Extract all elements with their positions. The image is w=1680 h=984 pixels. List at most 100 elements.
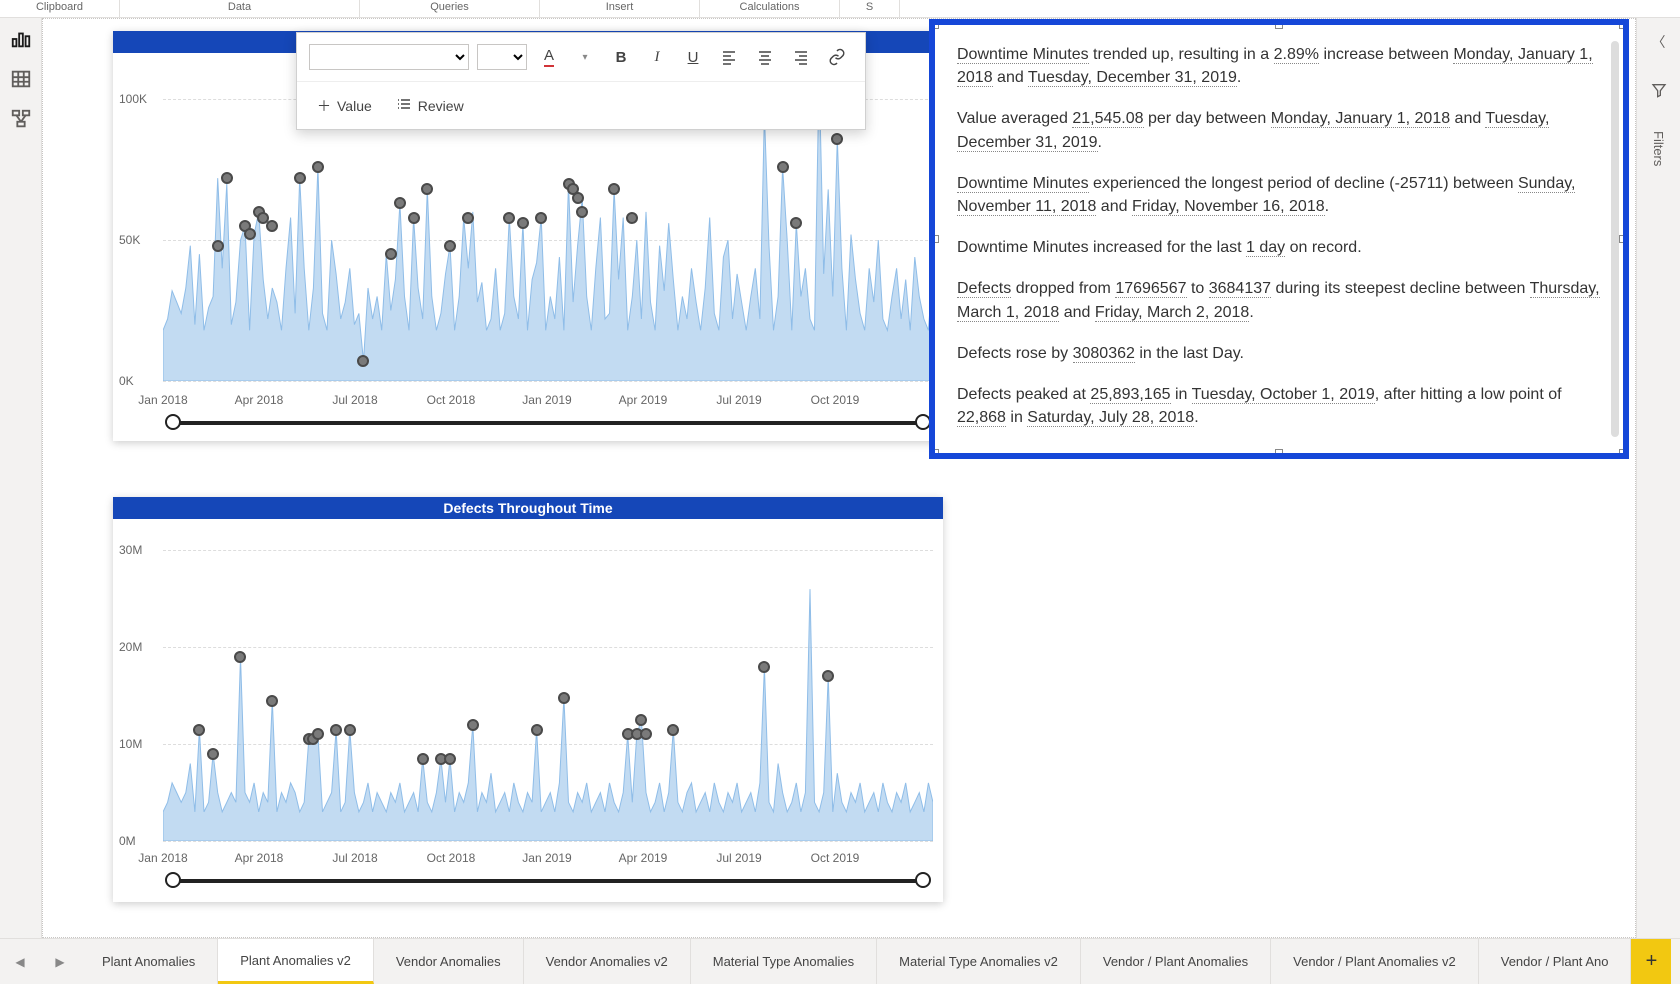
report-canvas: 0K50K100KJan 2018Apr 2018Jul 2018Oct 201… [42, 18, 1636, 938]
anomaly-marker[interactable] [535, 212, 547, 224]
anomaly-marker[interactable] [234, 651, 246, 663]
anomaly-marker[interactable] [626, 212, 638, 224]
anomaly-marker[interactable] [221, 172, 233, 184]
selection-handle[interactable] [1275, 21, 1283, 29]
selection-handle[interactable] [1275, 449, 1283, 457]
range-slider-handle-start[interactable] [165, 872, 181, 888]
anomaly-marker[interactable] [517, 217, 529, 229]
y-tick-label: 10M [119, 737, 142, 751]
anomaly-marker[interactable] [294, 172, 306, 184]
page-tab[interactable]: Vendor / Plant Anomalies v2 [1271, 939, 1479, 984]
link-button[interactable] [823, 43, 851, 71]
selection-handle[interactable] [1619, 235, 1627, 243]
anomaly-marker[interactable] [421, 183, 433, 195]
anomaly-marker[interactable] [608, 183, 620, 195]
range-slider-track[interactable] [173, 879, 923, 883]
anomaly-marker[interactable] [576, 206, 588, 218]
anomaly-marker[interactable] [667, 724, 679, 736]
selection-handle[interactable] [1619, 449, 1627, 457]
anomaly-marker[interactable] [394, 197, 406, 209]
page-tab[interactable]: Material Type Anomalies v2 [877, 939, 1081, 984]
anomaly-marker[interactable] [207, 748, 219, 760]
selection-handle[interactable] [1619, 21, 1627, 29]
page-tab[interactable]: Vendor Anomalies [374, 939, 524, 984]
selection-handle[interactable] [931, 449, 939, 457]
italic-button[interactable]: I [643, 43, 671, 71]
anomaly-marker[interactable] [417, 753, 429, 765]
anomaly-marker[interactable] [531, 724, 543, 736]
anomaly-marker[interactable] [344, 724, 356, 736]
filter-icon[interactable] [1651, 82, 1667, 101]
anomaly-marker[interactable] [357, 355, 369, 367]
ribbon-group-label: Insert [540, 0, 700, 17]
page-tab[interactable]: Vendor Anomalies v2 [524, 939, 691, 984]
report-view-icon[interactable] [10, 28, 32, 50]
anomaly-marker[interactable] [822, 670, 834, 682]
page-tab[interactable]: Material Type Anomalies [691, 939, 877, 984]
page-tab[interactable]: Plant Anomalies v2 [218, 939, 374, 984]
anomaly-marker[interactable] [572, 192, 584, 204]
anomaly-marker[interactable] [408, 212, 420, 224]
anomaly-marker[interactable] [193, 724, 205, 736]
anomaly-marker[interactable] [385, 248, 397, 260]
anomaly-marker[interactable] [444, 753, 456, 765]
selection-handle[interactable] [931, 21, 939, 29]
bold-button[interactable]: B [607, 43, 635, 71]
narrative-text: ) between [1443, 175, 1518, 192]
data-view-icon[interactable] [10, 68, 32, 90]
range-slider-handle-end[interactable] [915, 872, 931, 888]
anomaly-marker[interactable] [244, 228, 256, 240]
filters-pane-label[interactable]: Filters [1651, 131, 1666, 166]
page-tab[interactable]: Plant Anomalies [80, 939, 218, 984]
font-size-select[interactable] [477, 44, 527, 70]
range-slider-handle-start[interactable] [165, 414, 181, 430]
anomaly-marker[interactable] [831, 133, 843, 145]
anomaly-marker[interactable] [558, 692, 570, 704]
font-color-button[interactable]: A [535, 43, 563, 71]
tabs-next-button[interactable]: ▶ [40, 939, 80, 984]
collapse-pane-icon[interactable]: 〈 [1652, 32, 1666, 52]
anomaly-marker[interactable] [790, 217, 802, 229]
anomaly-marker[interactable] [640, 728, 652, 740]
x-tick-label: Jan 2019 [522, 851, 571, 865]
narrative-text: Downtime Minutes increased for the last [957, 239, 1246, 256]
underline-button[interactable]: U [679, 43, 707, 71]
anomaly-marker[interactable] [212, 240, 224, 252]
page-tab[interactable]: Vendor / Plant Ano [1479, 939, 1632, 984]
anomaly-marker[interactable] [503, 212, 515, 224]
review-button[interactable]: Review [388, 92, 472, 119]
anomaly-marker[interactable] [444, 240, 456, 252]
anomaly-marker[interactable] [312, 728, 324, 740]
anomaly-marker[interactable] [266, 220, 278, 232]
anomaly-marker[interactable] [330, 724, 342, 736]
page-tab[interactable]: Vendor / Plant Anomalies [1081, 939, 1271, 984]
tabs-prev-button[interactable]: ◀ [0, 939, 40, 984]
ribbon-group-label: S [840, 0, 900, 17]
add-value-button[interactable]: ＋ Value [309, 92, 380, 120]
anomaly-marker[interactable] [312, 161, 324, 173]
narrative-value: 1 day [1246, 239, 1285, 257]
anomaly-marker[interactable] [266, 695, 278, 707]
view-rail [0, 18, 42, 938]
anomaly-marker[interactable] [635, 714, 647, 726]
anomaly-marker[interactable] [462, 212, 474, 224]
add-page-button[interactable]: + [1631, 939, 1671, 984]
align-center-button[interactable] [751, 43, 779, 71]
x-tick-label: Apr 2019 [619, 851, 668, 865]
x-tick-label: Jul 2019 [716, 393, 761, 407]
range-slider-track[interactable] [173, 421, 923, 425]
narrative-text: Defects peaked at [957, 386, 1090, 403]
x-tick-label: Oct 2019 [811, 393, 860, 407]
model-view-icon[interactable] [10, 108, 32, 130]
font-color-dropdown-icon[interactable]: ▾ [571, 43, 599, 71]
font-family-select[interactable] [309, 44, 469, 70]
narrative-text: -25711 [1395, 175, 1444, 192]
chart-plot[interactable] [163, 531, 933, 841]
align-right-button[interactable] [787, 43, 815, 71]
anomaly-marker[interactable] [758, 661, 770, 673]
align-left-button[interactable] [715, 43, 743, 71]
selection-handle[interactable] [931, 235, 939, 243]
smart-narrative-visual[interactable]: Downtime Minutes trended up, resulting i… [929, 19, 1629, 459]
anomaly-marker[interactable] [467, 719, 479, 731]
anomaly-marker[interactable] [777, 161, 789, 173]
